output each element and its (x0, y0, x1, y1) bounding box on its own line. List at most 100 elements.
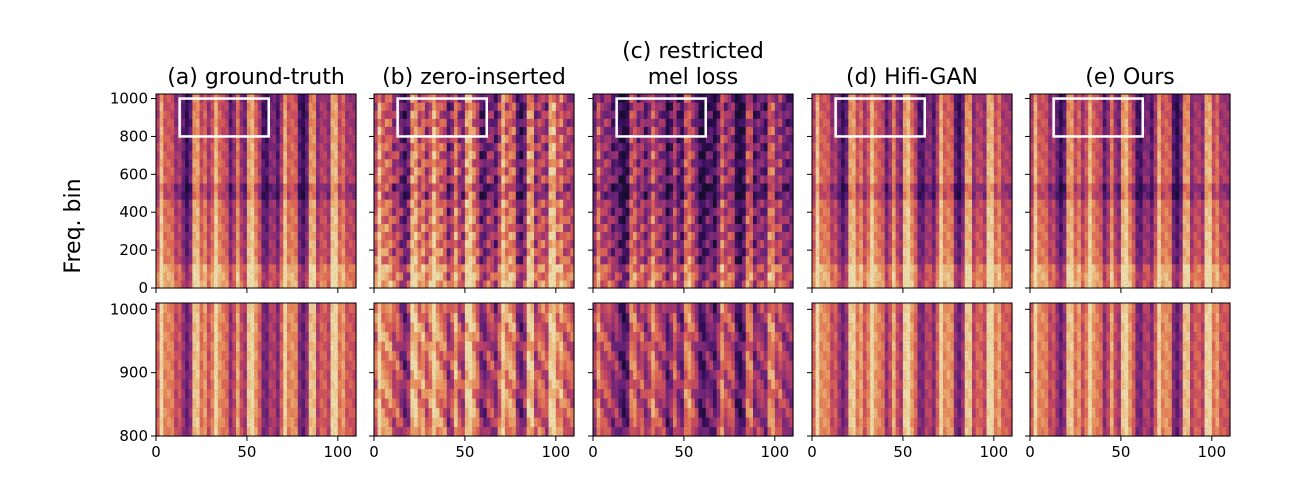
heatmap-cell (395, 263, 401, 273)
heatmap-cell (935, 231, 940, 241)
heatmap-cell (305, 271, 310, 281)
heatmap-cell (782, 199, 787, 208)
heatmap-cell (475, 110, 481, 119)
heatmap-cell (214, 158, 219, 168)
heatmap-cell (490, 150, 495, 160)
heatmap-cell (625, 271, 630, 281)
heatmap-cell (935, 255, 940, 265)
heatmap-cell (163, 94, 168, 103)
heatmap-cell (221, 150, 226, 160)
heatmap-cell (826, 182, 831, 192)
heatmap-cell (611, 110, 616, 119)
heatmap-cell (526, 158, 531, 168)
heatmap-cell (316, 255, 321, 265)
heatmap-cell (461, 247, 466, 257)
heatmap-cell (326, 239, 332, 249)
heatmap-cell (225, 223, 230, 233)
heatmap-cell (312, 191, 317, 200)
heatmap-cell (713, 279, 718, 289)
heatmap-cell (268, 247, 273, 257)
heatmap-cell (323, 182, 328, 192)
heatmap-cell (519, 134, 524, 144)
heatmap-cell (534, 126, 539, 136)
heatmap-cell (636, 231, 641, 241)
heatmap-cell (174, 207, 179, 216)
heatmap-cell (939, 174, 944, 184)
heatmap-cell (913, 134, 919, 144)
heatmap-cell (530, 199, 535, 208)
heatmap-cell (541, 271, 546, 281)
heatmap-cell (607, 182, 612, 192)
heatmap-cell (395, 134, 401, 144)
heatmap-cell (830, 223, 835, 233)
heatmap-cell (541, 126, 546, 136)
heatmap-cell (924, 215, 929, 224)
heatmap-cell (822, 142, 828, 152)
heatmap-cell (855, 191, 860, 200)
heatmap-cell (749, 255, 754, 265)
heatmap-cell (877, 263, 882, 273)
heatmap-cell (902, 182, 908, 192)
heatmap-cell (301, 231, 306, 241)
heatmap-cell (166, 174, 172, 184)
heatmap-cell (917, 134, 922, 144)
heatmap-cell (698, 118, 703, 127)
heatmap-cell (446, 255, 451, 265)
heatmap-cell (181, 239, 186, 249)
heatmap-cell (713, 199, 718, 208)
heatmap-cell (552, 279, 557, 289)
heatmap-cell (614, 215, 620, 224)
heatmap-cell (272, 199, 277, 208)
heatmap-cell (778, 207, 783, 216)
heatmap-cell (665, 126, 670, 136)
heatmap-cell (196, 279, 201, 289)
heatmap-cell (316, 223, 321, 233)
heatmap-cell (159, 239, 164, 249)
heatmap-cell (618, 255, 623, 265)
heatmap-cell (633, 150, 638, 160)
heatmap-cell (694, 134, 700, 144)
heatmap-cell (812, 150, 817, 160)
heatmap-cell (177, 247, 183, 257)
heatmap-cell (910, 158, 915, 168)
heatmap-cell (399, 247, 404, 257)
heatmap-cell (519, 191, 524, 200)
heatmap-cell (921, 118, 926, 127)
heatmap-cell (643, 271, 649, 281)
heatmap-cell (742, 271, 747, 281)
heatmap-cell (392, 134, 397, 144)
heatmap-cell (544, 207, 550, 216)
heatmap-cell (530, 279, 535, 289)
heatmap-cell (654, 174, 660, 184)
heatmap-cell (457, 263, 462, 273)
heatmap-cell (232, 118, 237, 127)
heatmap-cell (819, 174, 824, 184)
heatmap-cell (902, 263, 908, 273)
heatmap-cell (501, 118, 506, 127)
heatmap-cell (892, 150, 897, 160)
heatmap-cell (497, 231, 502, 241)
heatmap-cell (454, 247, 459, 257)
heatmap-cell (374, 207, 379, 216)
heatmap-cell (618, 158, 623, 168)
heatmap-cell (305, 102, 310, 111)
heatmap-cell (830, 199, 835, 208)
heatmap-cell (515, 182, 521, 192)
heatmap-cell (243, 239, 248, 249)
heatmap-cell (884, 271, 889, 281)
heatmap-cell (159, 126, 164, 136)
heatmap-cell (341, 182, 346, 192)
heatmap-cell (921, 247, 926, 257)
heatmap-cell (239, 158, 244, 168)
heatmap-cell (618, 263, 623, 273)
heatmap-cell (232, 215, 237, 224)
heatmap-cell (673, 166, 678, 176)
heatmap-cell (334, 279, 339, 289)
heatmap-cell (596, 134, 601, 144)
heatmap-cell (593, 158, 598, 168)
heatmap-cell (833, 223, 839, 233)
heatmap-cell (888, 215, 893, 224)
heatmap-cell (749, 182, 754, 192)
heatmap-cell (276, 126, 281, 136)
heatmap-cell (352, 150, 357, 160)
